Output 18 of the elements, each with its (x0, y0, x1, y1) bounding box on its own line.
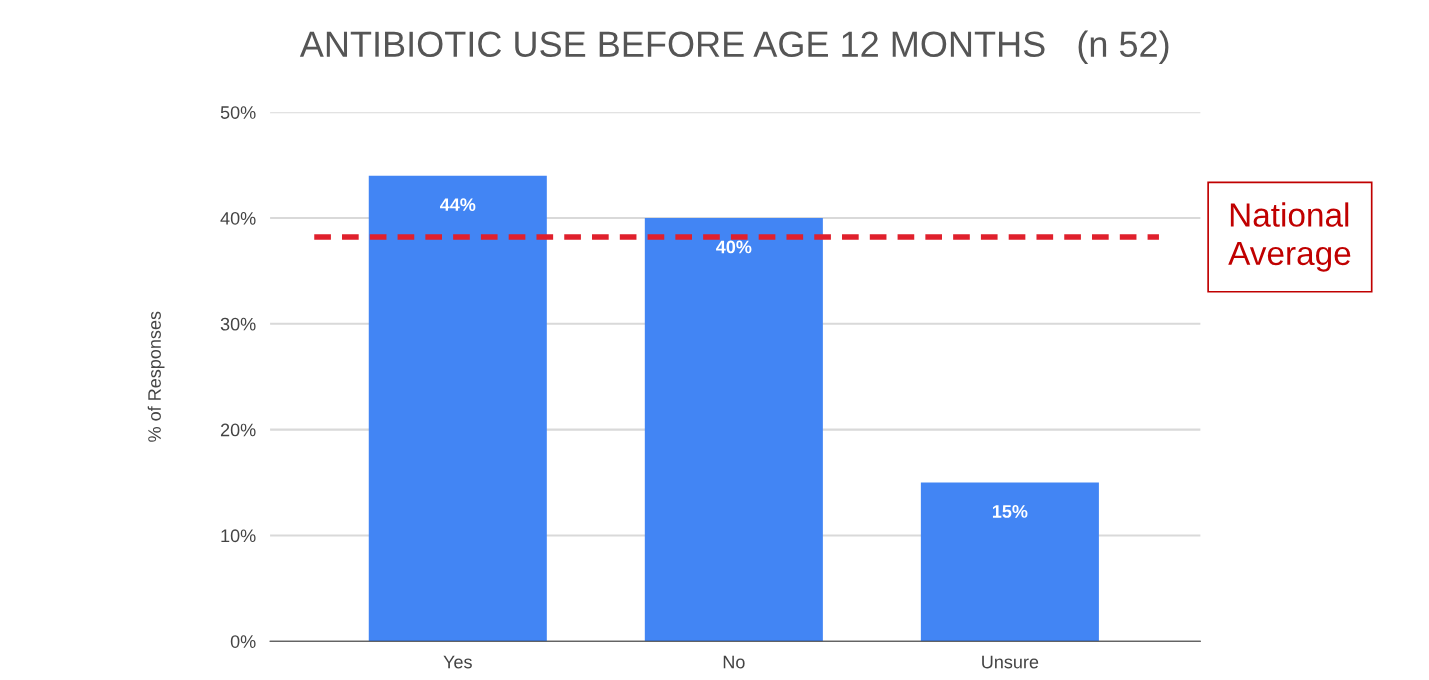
data-label: 15% (992, 505, 1028, 518)
ref-line-label: National Average (1228, 202, 1351, 272)
y-axis-title: % of Responses (147, 311, 165, 442)
y-tick-label: 20% (220, 423, 256, 437)
y-tick-label: 0% (230, 635, 256, 648)
y-tick-label: 10% (221, 529, 256, 543)
x-tick-label: Yes (443, 655, 472, 669)
data-label: 44% (440, 198, 476, 211)
bar (644, 218, 823, 642)
y-tick-label: 50% (220, 106, 256, 119)
chart-title: ANTIBIOTIC USE BEFORE AGE 12 MONTHS (n 52) (299, 30, 1169, 65)
bar (920, 482, 1099, 642)
data-label: 40% (716, 240, 752, 254)
x-tick-label: No (723, 655, 745, 669)
y-tick-label: 30% (220, 317, 256, 331)
bar (368, 175, 547, 642)
y-tick-label: 40% (220, 211, 256, 225)
x-tick-label: Unsure (982, 655, 1039, 669)
